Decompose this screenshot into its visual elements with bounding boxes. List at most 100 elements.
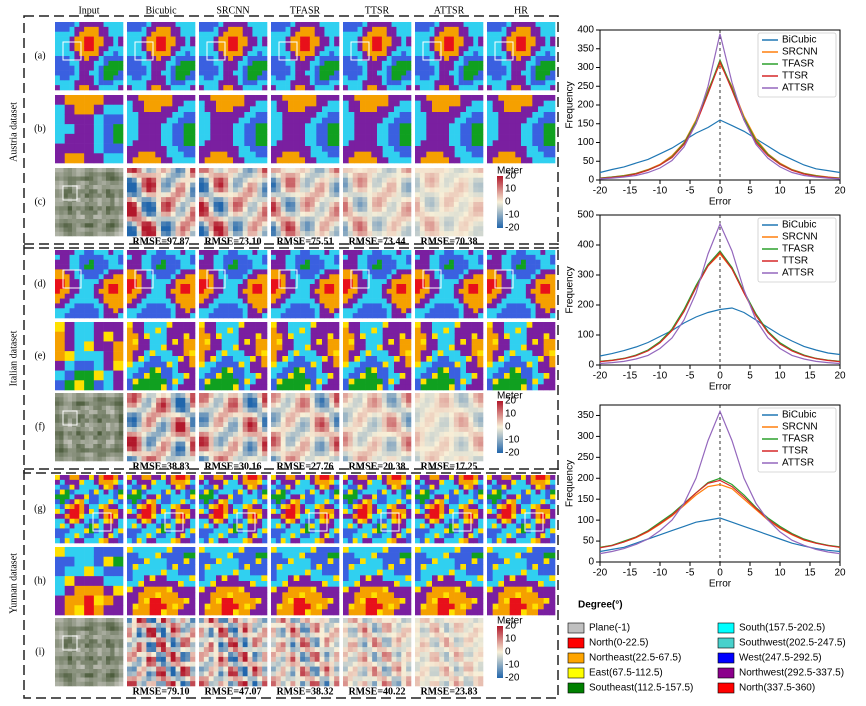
tile-cell	[535, 308, 541, 314]
tile-cell	[93, 223, 98, 228]
tile-cell	[118, 231, 124, 237]
tile-cell	[161, 221, 167, 227]
tile-cell	[538, 140, 544, 147]
tile-cell	[161, 206, 167, 213]
tile-cell	[377, 36, 383, 42]
tile-cell	[84, 227, 90, 233]
tile-cell	[463, 182, 469, 188]
tile-cell	[316, 123, 323, 130]
tile-cell	[525, 75, 532, 81]
tile-cell	[98, 313, 104, 319]
tile-cell	[525, 288, 532, 295]
tile-cell	[114, 214, 120, 220]
tile-cell	[74, 80, 80, 86]
tile-cell	[106, 231, 111, 237]
tile-cell	[190, 65, 196, 71]
tile-cell	[348, 134, 355, 141]
tile-cell	[391, 177, 397, 183]
tile-cell	[271, 65, 277, 71]
tile-cell	[280, 298, 286, 304]
tile-cell	[543, 151, 550, 158]
tile-cell	[371, 100, 378, 107]
tile-cell	[208, 221, 214, 227]
tile-cell	[473, 51, 479, 57]
tile-cell	[275, 182, 282, 188]
tile-cell	[487, 293, 493, 299]
tile-cell	[59, 22, 66, 28]
tile-cell	[170, 288, 176, 295]
tile-cell	[233, 221, 239, 227]
tile-cell	[309, 56, 316, 62]
tile-cell	[362, 75, 368, 81]
tile-cell	[156, 177, 162, 183]
tile-cell	[89, 185, 94, 190]
tile-cell	[223, 216, 229, 222]
tile-cell	[406, 22, 412, 28]
tile-cell	[347, 31, 354, 37]
tile-cell	[305, 41, 311, 47]
tile-cell	[532, 134, 539, 141]
tile-cell	[183, 157, 190, 164]
tile-cell	[473, 216, 479, 222]
tile-cell	[357, 182, 363, 188]
tile-cell	[478, 60, 484, 67]
tile-cell	[352, 211, 358, 217]
tile-cell	[213, 279, 219, 285]
tile-cell	[329, 279, 335, 285]
tile-cell	[429, 172, 435, 179]
tile-cell	[391, 172, 397, 179]
tile-cell	[63, 193, 69, 199]
tile-cell	[343, 269, 349, 275]
tile-cell	[360, 100, 366, 107]
tile-cell	[434, 231, 440, 237]
tile-cell	[329, 31, 335, 37]
tile-cell	[309, 231, 316, 237]
tile-cell	[453, 254, 460, 261]
tile-cell	[381, 303, 388, 309]
tile-cell	[69, 298, 75, 304]
tile-cell	[511, 279, 517, 285]
tile-cell	[252, 269, 258, 275]
tile-cell	[233, 151, 239, 158]
tile-cell	[300, 293, 306, 299]
tile-cell	[185, 288, 191, 295]
image-tile	[55, 95, 124, 164]
tile-cell	[377, 65, 383, 71]
tile-cell	[190, 226, 196, 232]
tile-cell	[434, 75, 440, 81]
tile-cell	[180, 70, 186, 76]
tile-cell	[478, 80, 484, 86]
tile-cell	[84, 51, 90, 57]
tile-cell	[468, 197, 474, 203]
tile-cell	[324, 41, 330, 47]
tile-cell	[80, 210, 86, 216]
tile-cell	[362, 264, 368, 270]
tile-cell	[377, 51, 383, 57]
tile-cell	[424, 85, 430, 91]
tile-cell	[357, 41, 363, 47]
tile-cell	[295, 293, 301, 299]
tile-cell	[343, 65, 349, 71]
tile-cell	[84, 279, 90, 285]
tile-cell	[473, 80, 479, 86]
tile-cell	[299, 106, 306, 113]
tile-cell	[113, 254, 119, 261]
tile-cell	[424, 177, 430, 183]
tile-cell	[136, 197, 142, 203]
tile-cell	[449, 100, 455, 107]
tile-cell	[89, 168, 94, 173]
tile-cell	[161, 293, 167, 299]
tile-cell	[487, 259, 493, 265]
tile-cell	[151, 211, 157, 217]
tile-cell	[84, 231, 90, 237]
tile-cell	[103, 288, 109, 295]
tile-cell	[113, 70, 119, 76]
tile-cell	[275, 187, 282, 193]
tile-cell	[255, 100, 262, 107]
tile-cell	[399, 117, 406, 124]
tile-cell	[437, 151, 444, 158]
tile-cell	[79, 75, 85, 81]
tile-cell	[310, 117, 317, 124]
tile-cell	[415, 117, 421, 124]
tile-cell	[329, 221, 335, 227]
